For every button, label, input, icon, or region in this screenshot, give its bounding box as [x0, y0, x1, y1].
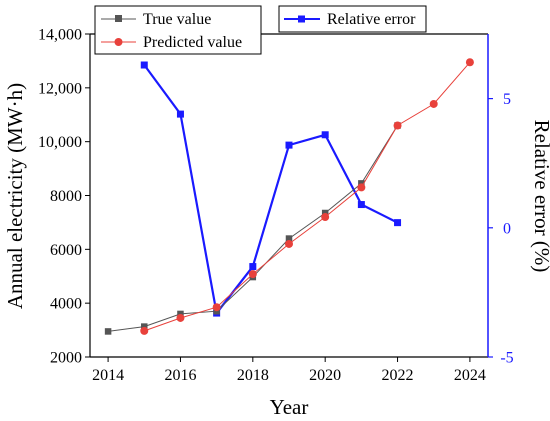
y-tick-label: 10,000	[38, 134, 82, 151]
legend-left: True value Predicted value	[94, 5, 262, 55]
y-axis-title: Annual electricity (MW·h)	[3, 83, 27, 309]
predicted-value-point	[357, 183, 366, 192]
y2-tick-label: -5	[500, 350, 513, 367]
y2-tick-label: 5	[503, 91, 511, 108]
true-value-point	[213, 307, 220, 315]
relative-error-point	[140, 61, 148, 69]
true-value-point	[177, 310, 184, 318]
legend-pred-marker	[114, 38, 123, 46]
relative-error-point	[249, 263, 257, 271]
predicted-value-point	[212, 303, 221, 312]
x-tick-label: 2024	[454, 367, 486, 384]
x-tick-label: 2020	[309, 367, 341, 384]
x-axis-title: Year	[270, 395, 309, 419]
true-value-point	[141, 323, 148, 330]
predicted-value-point	[429, 99, 438, 108]
legend-true-label: True value	[143, 11, 211, 28]
predicted-value-point	[321, 213, 330, 222]
legend-pred-label: Predicted value	[143, 34, 242, 51]
predicted-value-point	[140, 326, 149, 335]
predicted-value-point	[285, 239, 293, 248]
y2-tick-label: 0	[503, 220, 511, 237]
true-value-line	[108, 125, 398, 332]
true-value-point	[321, 209, 329, 217]
relative-error-point	[357, 201, 365, 209]
predicted-value-point	[393, 121, 402, 130]
relative-error-point	[321, 131, 329, 139]
y-tick-label: 6000	[50, 242, 82, 259]
y2-axis-title: Relative error (%)	[530, 120, 550, 273]
predicted-value-point	[465, 58, 474, 67]
true-value-point	[358, 180, 365, 187]
legend-right: Relative error	[278, 5, 427, 33]
legend-error-label: Relative error	[327, 11, 416, 28]
y-tick-label: 4000	[50, 296, 82, 313]
predicted-value-point	[176, 313, 185, 322]
relative-error-point	[176, 110, 184, 118]
series-layer	[104, 58, 474, 335]
legend-true-marker	[115, 15, 122, 22]
relative-error-point	[394, 219, 402, 227]
y-tick-label: 8000	[50, 188, 82, 205]
true-value-point	[285, 235, 293, 242]
legend-error-marker	[298, 15, 305, 23]
x-tick-label: 2022	[382, 367, 414, 384]
predicted-value-point	[248, 270, 257, 279]
relative-error-point	[285, 141, 293, 149]
true-value-point	[104, 328, 112, 335]
y-tick-label: 12,000	[38, 80, 82, 97]
y-tick-label: 2000	[50, 350, 82, 367]
x-tick-label: 2018	[237, 367, 269, 384]
legend-left-box	[94, 5, 262, 55]
predicted-value-line	[144, 61, 471, 332]
x-tick-label: 2014	[92, 367, 124, 384]
axis-ticks: 2014 2016 2018 2020 2022 2024 2000 4000 6000 8000…	[38, 27, 514, 385]
y-tick-label: 14,000	[38, 27, 82, 44]
x-tick-label: 2016	[164, 367, 196, 384]
